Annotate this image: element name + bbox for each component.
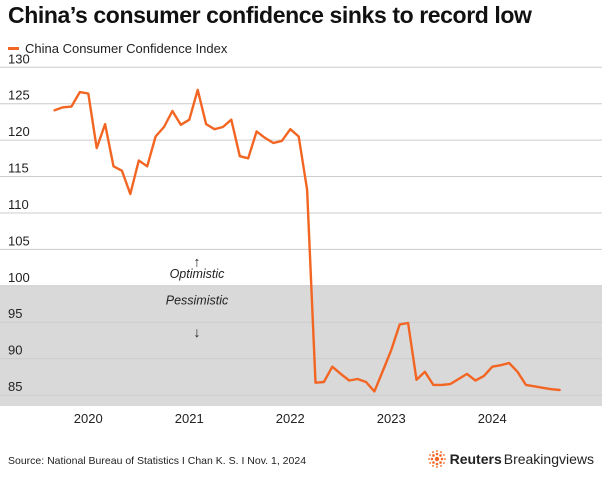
reuters-dot-logo-icon (427, 450, 446, 468)
optimistic-arrow: ↑ (194, 253, 201, 269)
pessimistic-arrow: ↓ (194, 324, 201, 340)
series-line (53, 88, 561, 393)
pessimistic-label: Pessimistic (166, 294, 229, 308)
y-tick-label: 85 (8, 379, 22, 394)
y-tick-label: 120 (8, 124, 30, 139)
x-tick-label: 2024 (478, 411, 507, 426)
brand-name-bold: Reuters (449, 451, 502, 467)
y-tick-label: 100 (8, 270, 30, 285)
legend: China Consumer Confidence Index (8, 41, 227, 56)
y-tick-label: 130 (8, 51, 30, 66)
line-chart: 85 90 95 100 105 110 115 120 125 130 2020 2021 2022 2… (0, 51, 602, 426)
y-tick-label: 90 (8, 343, 22, 358)
brand-name-regular: Breakingviews (503, 451, 594, 467)
y-tick-label: 95 (8, 306, 22, 321)
x-tick-label: 2021 (175, 411, 204, 426)
brand-logo: Reuters Breakingviews (427, 450, 594, 468)
x-tick-label: 2020 (74, 411, 103, 426)
x-tick-label: 2023 (377, 411, 406, 426)
y-tick-label: 105 (8, 233, 30, 248)
chart-title: China’s consumer confidence sinks to rec… (8, 2, 532, 28)
legend-swatch (8, 47, 19, 50)
y-tick-label: 125 (8, 88, 30, 103)
y-tick-label: 115 (8, 161, 29, 176)
optimistic-label: Optimistic (170, 267, 226, 281)
pessimistic-band (0, 285, 602, 406)
y-tick-label: 110 (8, 197, 29, 212)
legend-label: China Consumer Confidence Index (25, 41, 228, 56)
x-tick-label: 2022 (276, 411, 305, 426)
source-note: Source: National Bureau of Statistics I … (8, 455, 307, 467)
